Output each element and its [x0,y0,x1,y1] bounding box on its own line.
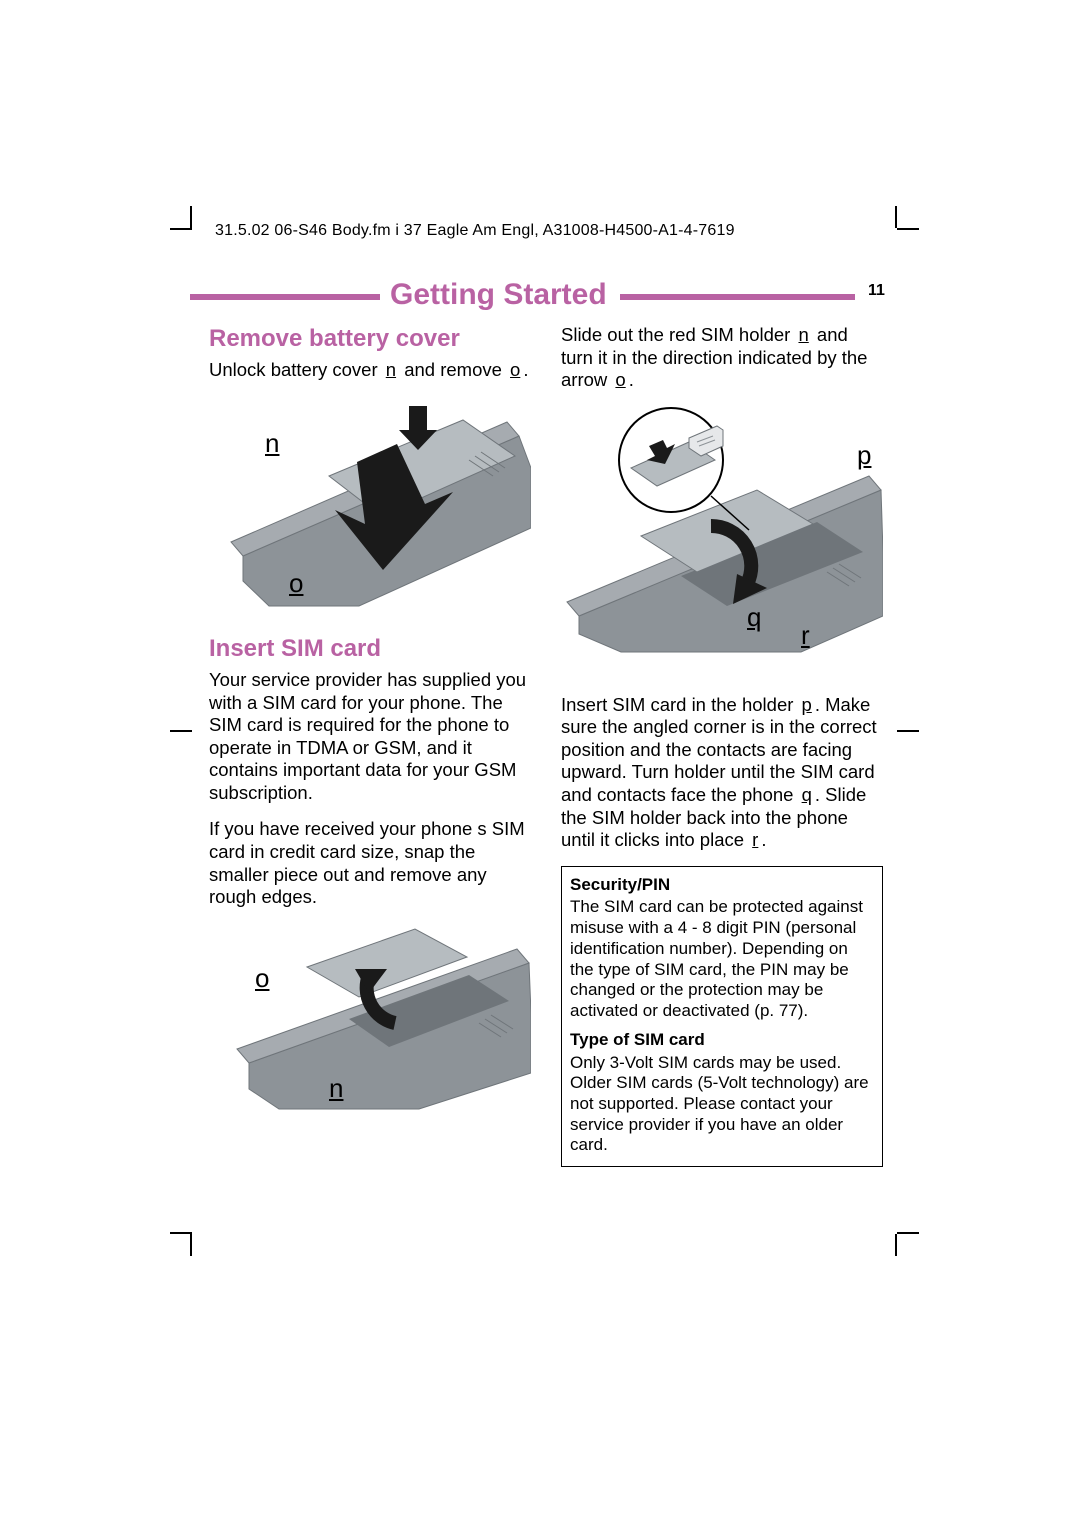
figure-label-n: n [265,428,279,460]
info-text-security: The SIM card can be protected against mi… [570,897,874,1021]
crop-mark [897,730,919,732]
text: and remove [399,359,507,380]
crop-mark [170,228,192,230]
heading-remove-battery: Remove battery cover [209,324,531,353]
figure-battery-cover: n o [209,396,531,616]
page-number: 11 [868,282,885,300]
header-accent-bar-right [620,294,855,300]
figure-label-p: p [857,440,871,472]
marker-q: q [799,784,815,807]
crop-mark [190,206,192,228]
figure-sim-insert: p q r [561,406,883,676]
page: 31.5.02 06-S46 Body.fm i 37 Eagle Am Eng… [0,0,1080,1528]
text: Slide out the red SIM holder [561,324,795,345]
figure-label-r: r [801,620,810,652]
marker-o: o [507,359,523,382]
heading-insert-sim: Insert SIM card [209,634,531,663]
crop-mark [895,206,897,228]
doc-meta-footer: 31.5.02 06-S46 Body.fm i 37 Eagle Am Eng… [215,222,735,240]
marker-n: n [795,324,811,347]
info-box: Security/PIN The SIM card can be protect… [561,866,883,1168]
phone-sim-illustration [209,923,531,1113]
phone-battery-illustration [209,396,531,616]
figure-label-o: o [255,963,269,995]
crop-mark [190,1234,192,1256]
text: Insert SIM card in the holder [561,694,799,715]
marker-o: o [612,369,628,392]
figure-label-n: n [329,1073,343,1105]
para-sim-snap: If you have received your phone s SIM ca… [209,818,531,908]
header-row: Getting Started 11 [190,278,890,314]
text: . [629,369,634,390]
header-accent-bar-left [190,294,380,300]
crop-mark [897,228,919,230]
text: . [761,829,766,850]
phone-sim-insert-illustration [561,406,883,676]
marker-n: n [383,359,399,382]
left-column: Remove battery cover Unlock battery cove… [209,324,531,1131]
marker-p: p [799,694,815,717]
text: Unlock battery cover [209,359,383,380]
figure-label-q: q [747,602,761,634]
para-unlock-cover: Unlock battery cover n and remove o. [209,359,531,382]
para-slide-holder: Slide out the red SIM holder n and turn … [561,324,883,392]
info-heading-security: Security/PIN [570,875,874,896]
crop-mark [170,730,192,732]
para-sim-supplied: Your service provider has supplied you w… [209,669,531,804]
page-title: Getting Started [390,278,607,312]
info-heading-simtype: Type of SIM card [570,1030,874,1051]
figure-sim-holder: o n [209,923,531,1113]
figure-label-o: o [289,568,303,600]
right-column: Slide out the red SIM holder n and turn … [561,324,883,1167]
info-text-simtype: Only 3-Volt SIM cards may be used. Older… [570,1053,874,1157]
marker-r: r [749,829,761,852]
crop-mark [170,1232,192,1234]
crop-mark [897,1232,919,1234]
para-insert-sim: Insert SIM card in the holder p. Make su… [561,694,883,852]
text: . [523,359,528,380]
crop-mark [895,1234,897,1256]
